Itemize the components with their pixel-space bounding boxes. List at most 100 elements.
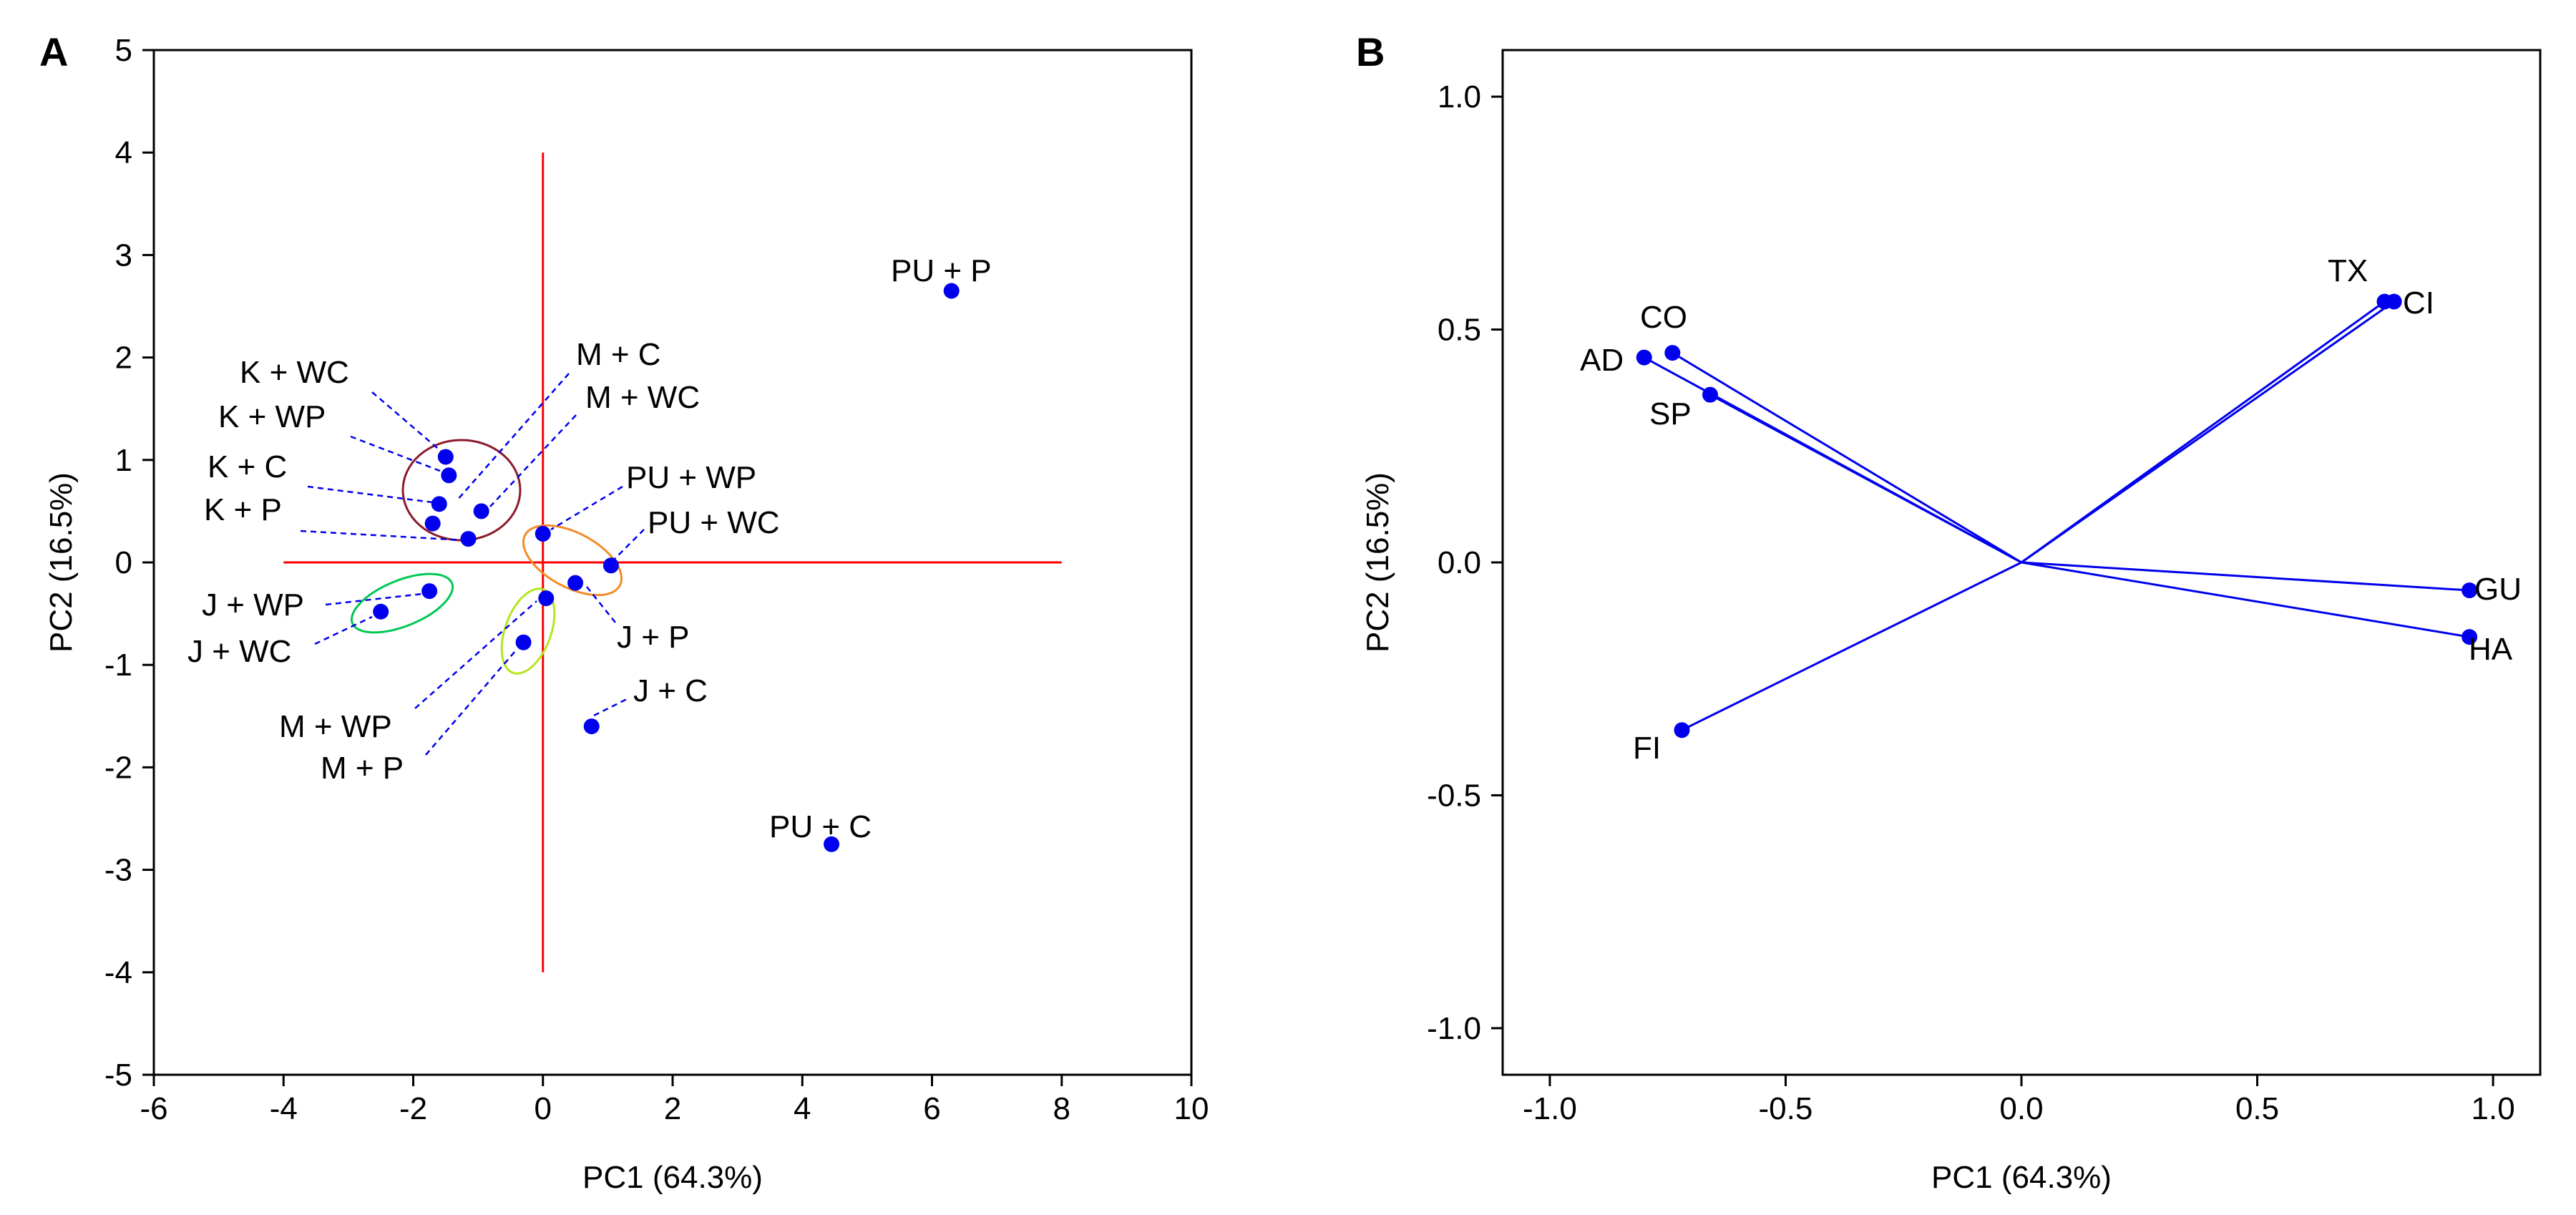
leader-j-wc: [314, 615, 373, 645]
panel-b-letter: B: [1356, 29, 1385, 74]
vector-point-ha: [2462, 629, 2478, 645]
group-ellipse-pu: [522, 524, 623, 597]
panel-a-x-tick-label: 6: [923, 1091, 940, 1126]
panel-a-y-axis-title: PC2 (16.5%): [44, 472, 79, 653]
panel-a-y-tick-label: 1: [115, 443, 132, 478]
panel-a-y-tick-label: -4: [104, 955, 132, 990]
vector-label-ha: HA: [2469, 632, 2513, 667]
vector-point-fi: [1674, 722, 1690, 738]
point-m-p: [515, 634, 532, 650]
point-j-p: [567, 575, 584, 591]
panel-a-x-tick-label: 8: [1053, 1091, 1070, 1126]
panel-b-y-tick-label: -1.0: [1427, 1011, 1481, 1046]
panel-a-x-tick-label: -4: [270, 1091, 298, 1126]
vector-line-gu: [2021, 561, 2470, 592]
vector-label-ad: AD: [1580, 343, 1624, 378]
vector-point-ad: [1636, 349, 1652, 366]
point-label-k-wc: K + WC: [240, 355, 349, 390]
point-label-pu-p: PU + P: [891, 253, 992, 288]
vector-label-tx: TX: [2328, 253, 2368, 288]
leader-pu-wc: [611, 529, 645, 562]
point-k-wp: [441, 467, 457, 484]
panel-b-x-tick-label: 0.5: [2235, 1091, 2279, 1126]
group-ellipse-k-m: [401, 439, 522, 542]
point-j-c: [583, 718, 600, 735]
vector-line-ha: [2021, 561, 2470, 638]
vector-point-ci: [2386, 293, 2402, 310]
vector-label-ci: CI: [2403, 286, 2434, 321]
leader-pu-wp: [550, 485, 623, 531]
panel-b-x-tick-label: 0.0: [1999, 1091, 2043, 1126]
leader-m-wc: [489, 414, 577, 507]
leader-m-p: [425, 650, 516, 756]
panel-a-y-tick-label: -5: [104, 1058, 132, 1093]
leader-j-c: [593, 696, 630, 717]
vector-label-sp: SP: [1649, 396, 1692, 431]
leader-k-wc: [371, 391, 443, 453]
panel-a-x-tick-label: 2: [664, 1091, 681, 1126]
point-m-c: [473, 503, 489, 519]
leader-k-wp: [350, 435, 444, 474]
vector-label-co: CO: [1640, 300, 1687, 335]
point-m-wc: [460, 531, 477, 547]
point-k-c: [431, 496, 447, 512]
panel-a-letter: A: [39, 29, 68, 74]
leader-j-wp: [325, 592, 423, 606]
leader-m-wp: [414, 600, 537, 709]
panel-a-x-tick-label: 4: [794, 1091, 811, 1126]
panel-b-x-tick-label: -0.5: [1759, 1091, 1813, 1126]
panel-a-y-tick-label: 5: [115, 33, 132, 68]
point-j-wp: [421, 583, 438, 600]
point-m-wp: [538, 590, 555, 607]
point-label-m-c: M + C: [576, 337, 661, 372]
vector-line-sp: [1709, 394, 2022, 564]
panel-b-y-tick-label: 0.5: [1438, 313, 1481, 348]
point-label-pu-wp: PU + WP: [626, 460, 756, 495]
panel-a-x-axis-title: PC1 (64.3%): [582, 1160, 763, 1195]
vector-line-fi: [1681, 561, 2022, 731]
panel-a-y-tick-label: 0: [115, 545, 132, 580]
panel-b-x-axis-title: PC1 (64.3%): [1931, 1160, 2112, 1195]
leader-j-p: [586, 586, 616, 623]
panel-a-reference-lines: [283, 152, 1062, 972]
point-label-k-p: K + P: [204, 492, 282, 527]
point-pu-wp: [535, 525, 551, 542]
point-label-m-wp: M + WP: [279, 709, 392, 744]
point-label-m-p: M + P: [321, 751, 404, 786]
panel-a-ticks: -6 -4 -2 0 2 4 6 8 10 -5 -4 -3 -2 -1 0 1 2 3 4 5: [104, 33, 1209, 1126]
panel-a-leader-lines: [300, 373, 645, 756]
vector-label-gu: GU: [2474, 572, 2522, 607]
panel-a-y-tick-label: 3: [115, 238, 132, 273]
point-k-wc: [437, 449, 454, 465]
panel-a-x-tick-label: -6: [140, 1091, 167, 1126]
leader-k-c: [307, 485, 434, 504]
point-label-m-wc: M + WC: [585, 380, 700, 415]
group-ellipse-j: [350, 572, 454, 634]
panel-a-y-tick-label: 4: [115, 135, 132, 170]
point-label-pu-wc: PU + WC: [648, 505, 780, 540]
panel-a-x-tick-label: -2: [399, 1091, 427, 1126]
point-k-p: [424, 515, 441, 532]
panel-b-y-tick-label: -0.5: [1427, 778, 1481, 813]
point-label-k-c: K + C: [208, 449, 287, 484]
point-label-j-wp: J + WP: [202, 587, 304, 623]
group-ellipse-m: [500, 587, 556, 675]
panel-b-y-tick-label: 1.0: [1438, 79, 1481, 114]
point-j-wc: [373, 603, 389, 620]
leader-m-c: [456, 373, 570, 502]
panel-b-x-tick-label: 1.0: [2472, 1091, 2515, 1126]
panel-a-x-tick-label: 10: [1174, 1091, 1209, 1126]
panel-a-y-tick-label: -1: [104, 648, 132, 683]
panel-a-y-tick-label: 2: [115, 341, 132, 376]
point-label-j-wc: J + WC: [187, 634, 291, 669]
point-pu-wc: [602, 557, 619, 574]
panel-b-ticks: -1.0 -0.5 0.0 0.5 1.0 -1.0 -0.5 0.0 0.5 1.0: [1427, 79, 2515, 1126]
point-label-j-c: J + C: [633, 673, 708, 708]
vector-point-co: [1664, 345, 1681, 361]
panel-b-vectors: [1636, 293, 2478, 738]
point-pu-p: [943, 283, 960, 299]
panel-a-points: [373, 283, 960, 852]
panel-a-y-tick-label: -3: [104, 853, 132, 888]
leader-k-p: [300, 530, 464, 542]
